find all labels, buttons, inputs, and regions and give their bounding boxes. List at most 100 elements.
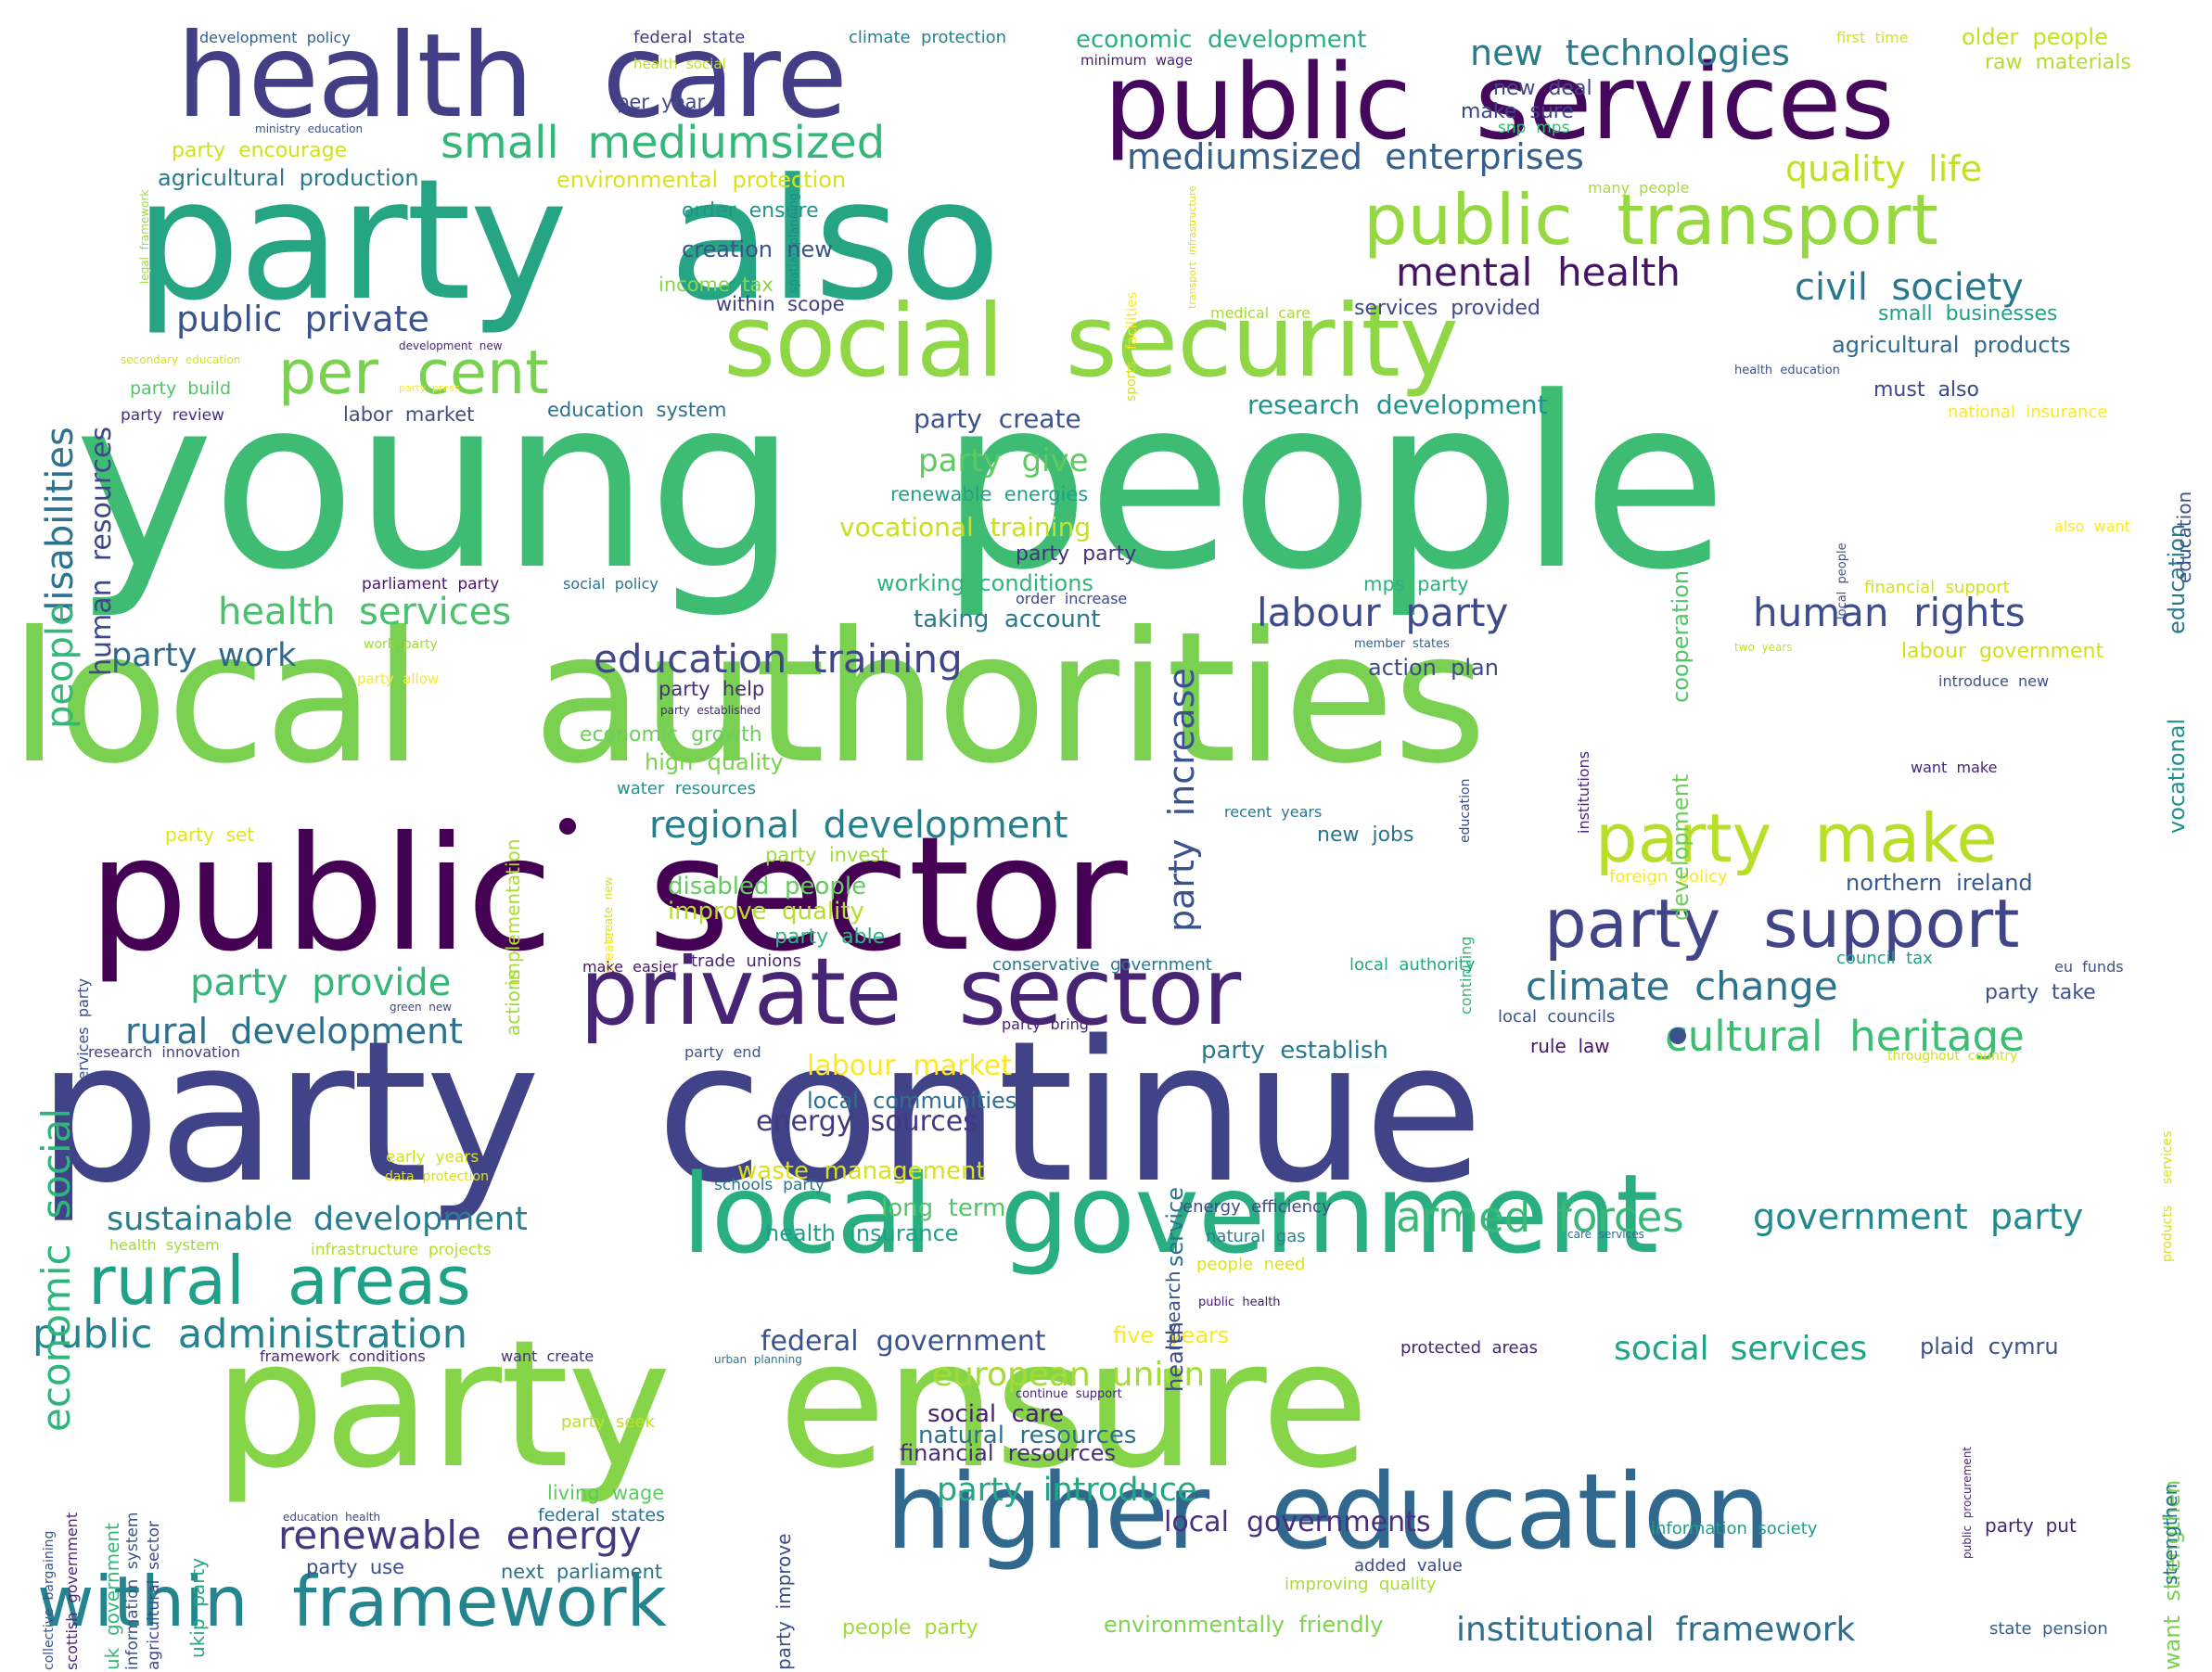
word: party build xyxy=(130,378,232,399)
word: agricultural sector xyxy=(145,1521,163,1670)
word: health services xyxy=(218,591,512,633)
word: higher education xyxy=(886,1452,1771,1573)
word: rule law xyxy=(1530,1035,1610,1057)
word: party ensure xyxy=(213,1302,1369,1507)
word: information society xyxy=(1651,1519,1818,1538)
word: create xyxy=(602,931,617,973)
word: collective bargaining xyxy=(42,1530,57,1670)
word: want create xyxy=(501,1347,595,1365)
word: european union xyxy=(932,1356,1206,1394)
word: research xyxy=(1162,1270,1184,1351)
word: services xyxy=(2160,1130,2175,1184)
word: natural gas xyxy=(1206,1227,1306,1246)
word: two years xyxy=(1734,641,1793,654)
word: labour government xyxy=(1901,640,2104,663)
word: party create xyxy=(914,403,1081,434)
word: services provided xyxy=(1354,297,1541,320)
word: renewable energy xyxy=(278,1512,642,1558)
word: national insurance xyxy=(1948,402,2108,422)
word: party established xyxy=(660,704,761,717)
word: member states xyxy=(1354,637,1450,651)
word: infrastructure projects xyxy=(311,1241,492,1259)
word: economic social xyxy=(33,1107,79,1432)
word: human resources xyxy=(85,426,118,676)
word: private sector xyxy=(580,938,1241,1046)
word: renewable energies xyxy=(890,483,1089,505)
word: education health xyxy=(283,1511,381,1524)
word: snp mps xyxy=(1498,119,1570,137)
word: small mediumsized xyxy=(441,117,886,169)
word: party allow xyxy=(357,670,440,687)
word: continuing xyxy=(1457,936,1475,1015)
word: education xyxy=(2173,491,2195,583)
word: health education xyxy=(1734,364,1840,377)
word: data protection xyxy=(385,1169,489,1184)
word: make sure xyxy=(1461,100,1574,123)
word: health care xyxy=(176,9,848,144)
word: quality life xyxy=(1785,148,1983,189)
word: research innovation xyxy=(88,1043,240,1061)
word: party work xyxy=(111,637,297,674)
word: older people xyxy=(1962,24,2108,50)
word: disabilities xyxy=(39,427,82,624)
word: per year xyxy=(617,91,706,113)
word: people xyxy=(39,603,82,729)
word: creation new xyxy=(682,236,833,262)
word: public sector xyxy=(88,803,1128,987)
word: party take xyxy=(1985,981,2096,1004)
word: health insurance xyxy=(765,1220,959,1246)
word: water resources xyxy=(617,779,756,798)
word: vocational xyxy=(2164,718,2190,834)
word: rural areas xyxy=(88,1242,471,1320)
word: legal framework xyxy=(138,189,151,284)
word: mental health xyxy=(1396,249,1681,295)
word: energy efficiency xyxy=(1183,1197,1332,1217)
word: schools party xyxy=(714,1176,825,1194)
word: regional development xyxy=(649,804,1068,847)
word: labor market xyxy=(343,403,475,426)
word: conservative government xyxy=(992,955,1212,975)
word: foreign policy xyxy=(1609,867,1728,887)
word: party improve xyxy=(773,1533,795,1670)
word: party party xyxy=(1016,542,1137,566)
word: education training xyxy=(594,636,963,682)
word: mps party xyxy=(1363,573,1469,595)
word: party review xyxy=(121,406,224,425)
word: per cent xyxy=(278,338,549,408)
word: new jobs xyxy=(1317,823,1414,847)
word: new technologies xyxy=(1470,32,1790,73)
word: working conditions xyxy=(876,570,1093,596)
word: public services xyxy=(1104,43,1895,163)
word: cultural heritage xyxy=(1665,1012,2025,1061)
word: climate change xyxy=(1526,964,1838,1009)
word: social security xyxy=(723,284,1459,400)
word: public health xyxy=(1198,1295,1281,1309)
word: financial support xyxy=(1864,578,2010,597)
word: civil society xyxy=(1795,266,2024,309)
word: local authority xyxy=(1349,955,1476,975)
word: order ensure xyxy=(682,199,819,223)
word: income tax xyxy=(658,274,774,296)
word: small businesses xyxy=(1878,302,2058,325)
dot-mark xyxy=(1669,1027,1686,1044)
word: federal states xyxy=(538,1505,665,1525)
word: rural development xyxy=(125,1011,464,1052)
word: ukip party xyxy=(186,1557,209,1658)
word: plaid cymru xyxy=(1920,1334,2059,1359)
word: disabled people xyxy=(668,873,867,900)
word: vocational training xyxy=(839,512,1092,542)
word: local governments xyxy=(1164,1506,1431,1538)
word: local people xyxy=(1835,542,1849,619)
word: agricultural production xyxy=(158,165,419,191)
word: party seek xyxy=(561,1412,655,1432)
word: long term xyxy=(881,1194,1006,1222)
word: framework conditions xyxy=(260,1347,426,1365)
word: public procurement xyxy=(1961,1446,1974,1559)
word: order increase xyxy=(1016,590,1128,607)
word: federal government xyxy=(761,1325,1046,1358)
word: government party xyxy=(1753,1196,2084,1237)
word: economic development xyxy=(1076,26,1367,54)
word: must also xyxy=(1873,378,1979,402)
word: improve quality xyxy=(668,898,864,925)
